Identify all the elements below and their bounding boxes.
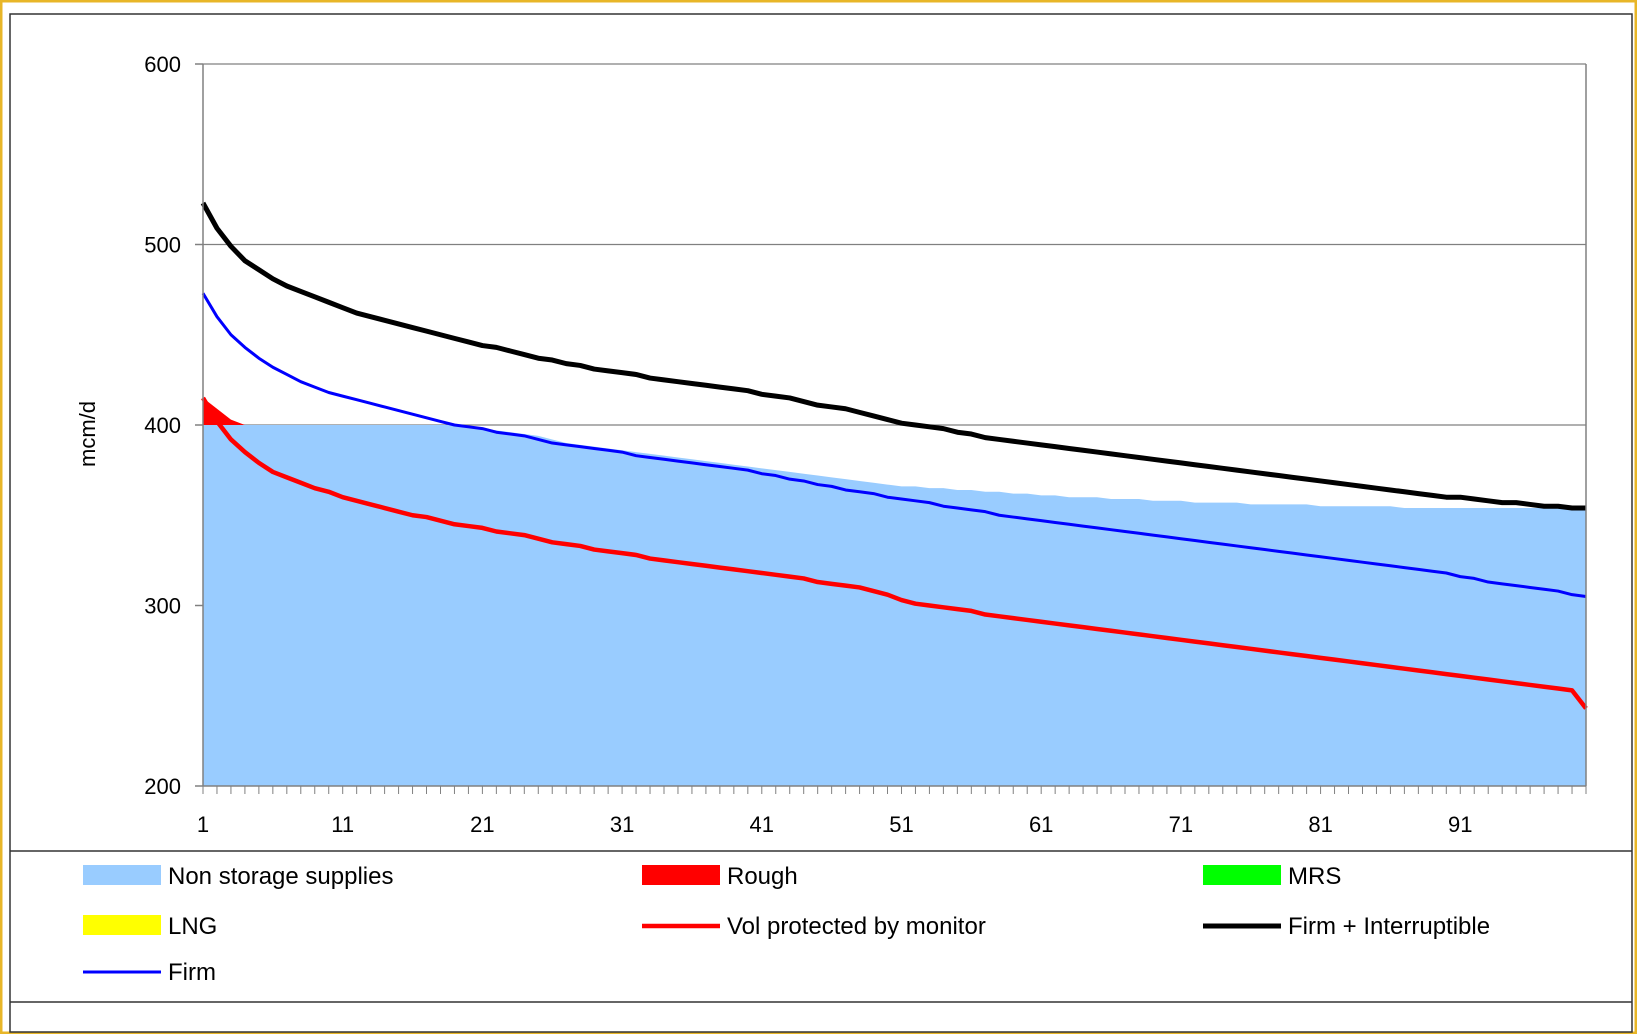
legend: Non storage supplies Rough MRS LNG Vol prote… bbox=[83, 863, 1490, 986]
x-tick-label: 11 bbox=[331, 812, 354, 837]
legend-label: Firm bbox=[168, 959, 216, 986]
y-tick-label: 300 bbox=[144, 594, 181, 619]
legend-item-lng: LNG bbox=[83, 913, 217, 940]
y-axis-label: mcm/d bbox=[75, 401, 100, 467]
legend-item-firm: Firm bbox=[83, 959, 216, 986]
y-tick-label: 600 bbox=[144, 52, 181, 77]
x-tick-label: 51 bbox=[889, 812, 913, 837]
x-tick-label: 91 bbox=[1448, 812, 1472, 837]
x-tick-label: 81 bbox=[1308, 812, 1332, 837]
legend-label: MRS bbox=[1288, 863, 1341, 890]
x-tick-label: 41 bbox=[750, 812, 774, 837]
legend-swatch bbox=[83, 915, 161, 935]
legend-label: Firm + Interruptible bbox=[1288, 913, 1490, 940]
y-tick-label: 200 bbox=[144, 774, 181, 799]
legend-item-firm-interruptible: Firm + Interruptible bbox=[1203, 913, 1490, 940]
area-non-storage-supplies bbox=[203, 425, 1586, 786]
legend-swatch bbox=[83, 865, 161, 885]
line-firm-interruptible bbox=[200, 201, 1586, 511]
x-tick-label: 21 bbox=[470, 812, 494, 837]
legend-swatch bbox=[1203, 865, 1281, 885]
x-tick-label: 1 bbox=[197, 812, 209, 837]
legend-label: Vol protected by monitor bbox=[727, 913, 986, 940]
x-tick-label: 31 bbox=[610, 812, 634, 837]
x-tick-labels: 1 11 21 31 41 51 61 71 81 91 bbox=[197, 812, 1473, 837]
area-series bbox=[203, 397, 1586, 786]
y-tick-labels: 200 300 400 500 600 bbox=[144, 52, 181, 799]
legend-item-non-storage-supplies: Non storage supplies bbox=[83, 863, 393, 890]
legend-label: LNG bbox=[168, 913, 217, 940]
legend-label: Non storage supplies bbox=[168, 863, 393, 890]
legend-label: Rough bbox=[727, 863, 798, 890]
x-tick-label: 71 bbox=[1169, 812, 1193, 837]
line-firm bbox=[201, 292, 1587, 598]
legend-item-rough: Rough bbox=[642, 863, 798, 890]
x-tick-label: 61 bbox=[1029, 812, 1053, 837]
line-series bbox=[200, 201, 1588, 710]
y-tick-label: 500 bbox=[144, 233, 181, 258]
y-tick-label: 400 bbox=[144, 413, 181, 438]
legend-item-vol-protected-by-monitor: Vol protected by monitor bbox=[642, 913, 986, 940]
axes bbox=[195, 63, 1587, 794]
legend-item-mrs: MRS bbox=[1203, 863, 1341, 890]
line-vol-protected-by-monitor bbox=[201, 396, 1588, 710]
legend-swatch bbox=[642, 865, 720, 885]
